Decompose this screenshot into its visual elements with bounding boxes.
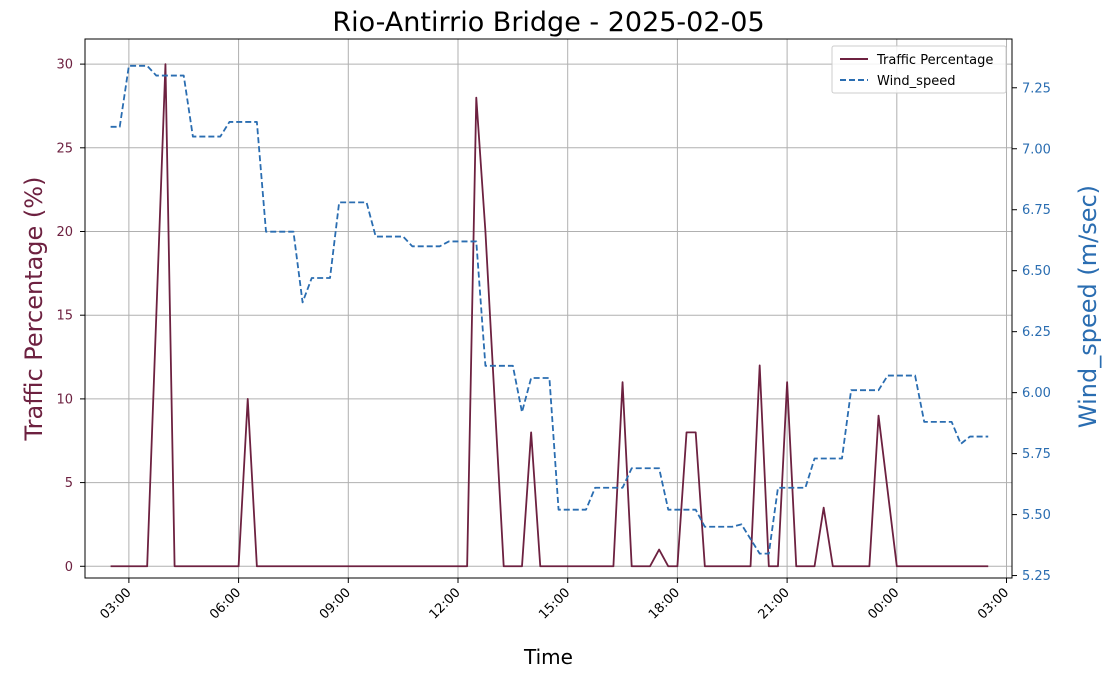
y-right-tick-label: 6.25 (1022, 325, 1051, 340)
y-left-tick-label: 15 (56, 309, 73, 324)
y-right-tick-label: 7.00 (1022, 142, 1051, 157)
y-right-tick-label: 6.50 (1022, 264, 1051, 279)
y-right-tick-label: 7.25 (1022, 81, 1051, 96)
y-left-tick-label: 25 (56, 141, 73, 156)
y-axis-left-title: Traffic Percentage (%) (20, 177, 48, 442)
y-left-tick-label: 5 (65, 476, 73, 491)
series-line-wind (110, 64, 989, 555)
y-axis-right-title: Wind_speed (m/sec) (1074, 185, 1102, 428)
y-axis-left: 0 5 10 15 20 25 30 (56, 58, 85, 575)
legend-box (831, 45, 1007, 94)
series-line-traffic (110, 63, 989, 568)
legend-label-wind: Wind_speed (877, 74, 955, 89)
y-right-tick-label: 6.75 (1022, 203, 1051, 218)
x-axis-title: Time (523, 645, 573, 669)
y-left-tick-label: 0 (65, 560, 73, 575)
chart-title: Rio-Antirrio Bridge - 2025-02-05 (332, 7, 764, 38)
y-left-tick-label: 10 (56, 392, 73, 407)
series-layer (110, 63, 989, 568)
legend-label-traffic: Traffic Percentage (876, 53, 993, 68)
y-left-tick-label: 20 (56, 225, 73, 240)
y-right-tick-label: 5.50 (1022, 508, 1051, 523)
plot-frame (84, 38, 1013, 579)
y-axis-right: 5.25 5.50 5.75 6.00 6.25 6.50 6.75 7.00 7.25 (1012, 81, 1051, 584)
y-left-tick-label: 30 (56, 58, 73, 73)
y-right-tick-label: 5.25 (1022, 569, 1051, 584)
legend: Traffic Percentage Wind_speed (831, 45, 1007, 94)
y-right-tick-label: 5.75 (1022, 447, 1051, 462)
y-right-tick-label: 6.00 (1022, 386, 1051, 401)
